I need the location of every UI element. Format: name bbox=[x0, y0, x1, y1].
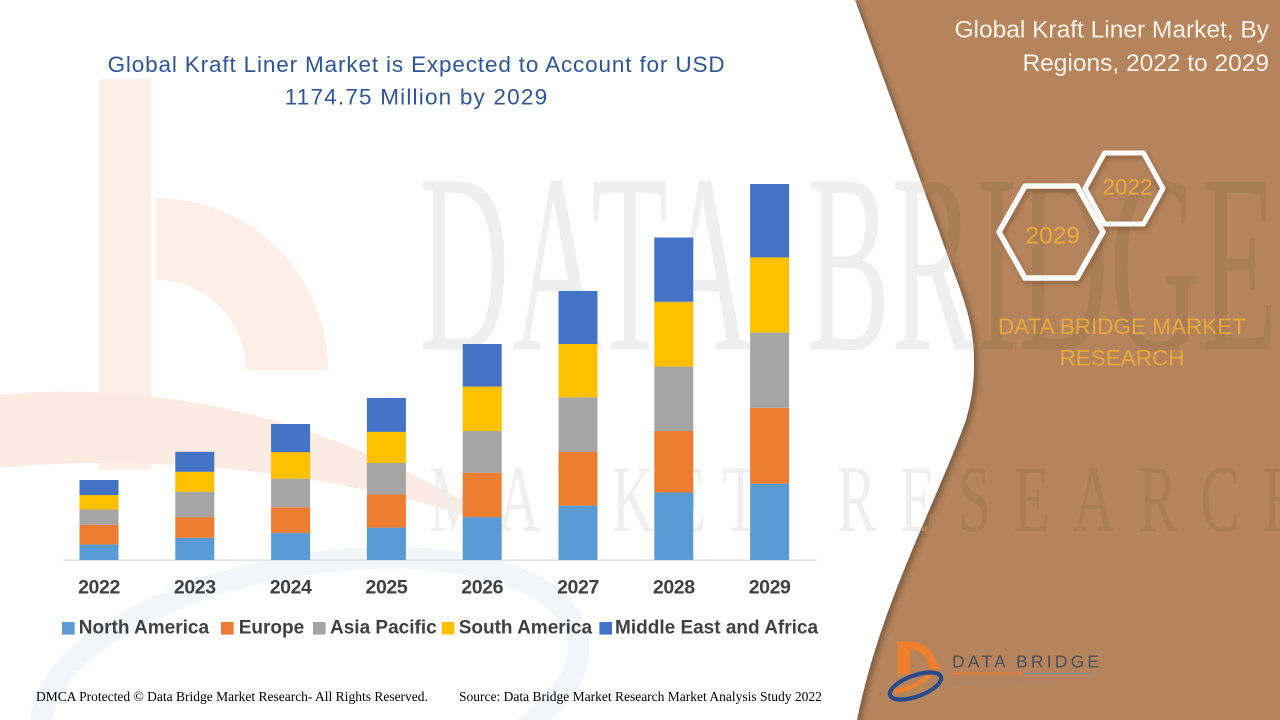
svg-text:2029: 2029 bbox=[1026, 222, 1081, 249]
svg-text:DATA BRIDGE MARKET: DATA BRIDGE MARKET bbox=[998, 314, 1246, 339]
svg-text:RESEARCH: RESEARCH bbox=[1059, 346, 1184, 371]
svg-text:MARKET RESEARCH: MARKET RESEARCH bbox=[953, 680, 1060, 687]
svg-text:Global Kraft Liner Market is E: Global Kraft Liner Market is Expected to… bbox=[108, 52, 726, 77]
svg-text:Middle East and Africa: Middle East and Africa bbox=[615, 618, 818, 639]
svg-text:Europe: Europe bbox=[239, 618, 304, 639]
svg-text:North America: North America bbox=[79, 618, 210, 639]
svg-text:Asia Pacific: Asia Pacific bbox=[330, 618, 437, 639]
svg-text:2025: 2025 bbox=[366, 577, 408, 599]
svg-text:2027: 2027 bbox=[557, 577, 599, 599]
svg-text:Regions, 2022 to 2029: Regions, 2022 to 2029 bbox=[1022, 50, 1269, 77]
svg-text:South America: South America bbox=[459, 618, 593, 639]
svg-text:DATA BRIDGE: DATA BRIDGE bbox=[952, 652, 1102, 672]
svg-text:2024: 2024 bbox=[270, 577, 312, 599]
svg-text:DMCA Protected © Data Bridge M: DMCA Protected © Data Bridge Market Rese… bbox=[36, 689, 428, 704]
svg-text:2022: 2022 bbox=[78, 577, 120, 599]
svg-text:2026: 2026 bbox=[461, 577, 503, 599]
svg-text:Source: Data Bridge Market Res: Source: Data Bridge Market Research Mark… bbox=[459, 689, 822, 704]
svg-text:2029: 2029 bbox=[749, 577, 791, 599]
svg-text:2028: 2028 bbox=[653, 577, 695, 599]
svg-text:Global Kraft Liner Market, By: Global Kraft Liner Market, By bbox=[954, 16, 1269, 43]
svg-text:2022: 2022 bbox=[1102, 174, 1152, 199]
svg-text:2023: 2023 bbox=[174, 577, 216, 599]
svg-text:1174.75 Million by 2029: 1174.75 Million by 2029 bbox=[285, 85, 549, 110]
